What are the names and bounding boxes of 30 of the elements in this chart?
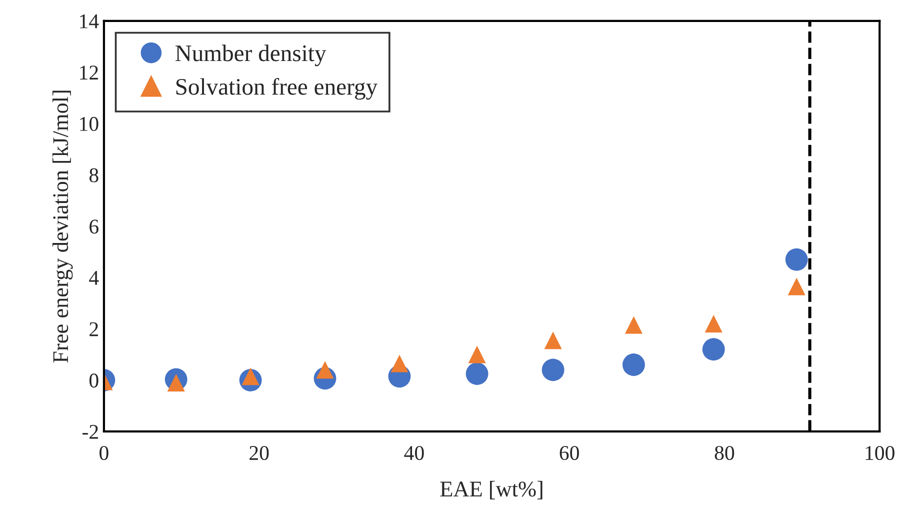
y-tick-label: 14 bbox=[80, 14, 99, 28]
x-tick-label: 40 bbox=[404, 446, 424, 460]
y-tick-label: 0 bbox=[89, 374, 98, 388]
point bbox=[622, 354, 645, 376]
legend-label: Solvation free energy bbox=[176, 78, 378, 100]
x-axis-title: EAE [wt%] bbox=[440, 480, 542, 500]
point bbox=[704, 314, 722, 332]
point bbox=[624, 316, 642, 334]
x-tick-label: 60 bbox=[560, 446, 579, 460]
point bbox=[544, 332, 562, 350]
y-tick-label: 10 bbox=[80, 116, 98, 131]
x-tick-label: 0 bbox=[100, 446, 108, 460]
y-tick-label: 6 bbox=[90, 220, 98, 234]
y-tick-label: 12 bbox=[80, 66, 98, 80]
point bbox=[542, 358, 564, 382]
point bbox=[785, 248, 808, 271]
point bbox=[466, 362, 488, 385]
x-tick-label: 20 bbox=[250, 446, 269, 460]
y-tick-label: 2 bbox=[90, 322, 98, 336]
point bbox=[702, 338, 725, 361]
point bbox=[788, 278, 806, 296]
y-tick-label: 4 bbox=[89, 271, 99, 285]
x-tick-label: 80 bbox=[714, 446, 734, 460]
y-axis-title: Free energy deviation [kJ/mol] bbox=[52, 90, 73, 363]
legend-label: Number density bbox=[175, 44, 326, 66]
x-tick-label: 100 bbox=[866, 446, 894, 460]
point bbox=[468, 346, 486, 364]
y-tick-label: -2 bbox=[82, 424, 98, 439]
y-tick-label: 8 bbox=[89, 168, 98, 182]
point bbox=[390, 354, 408, 372]
